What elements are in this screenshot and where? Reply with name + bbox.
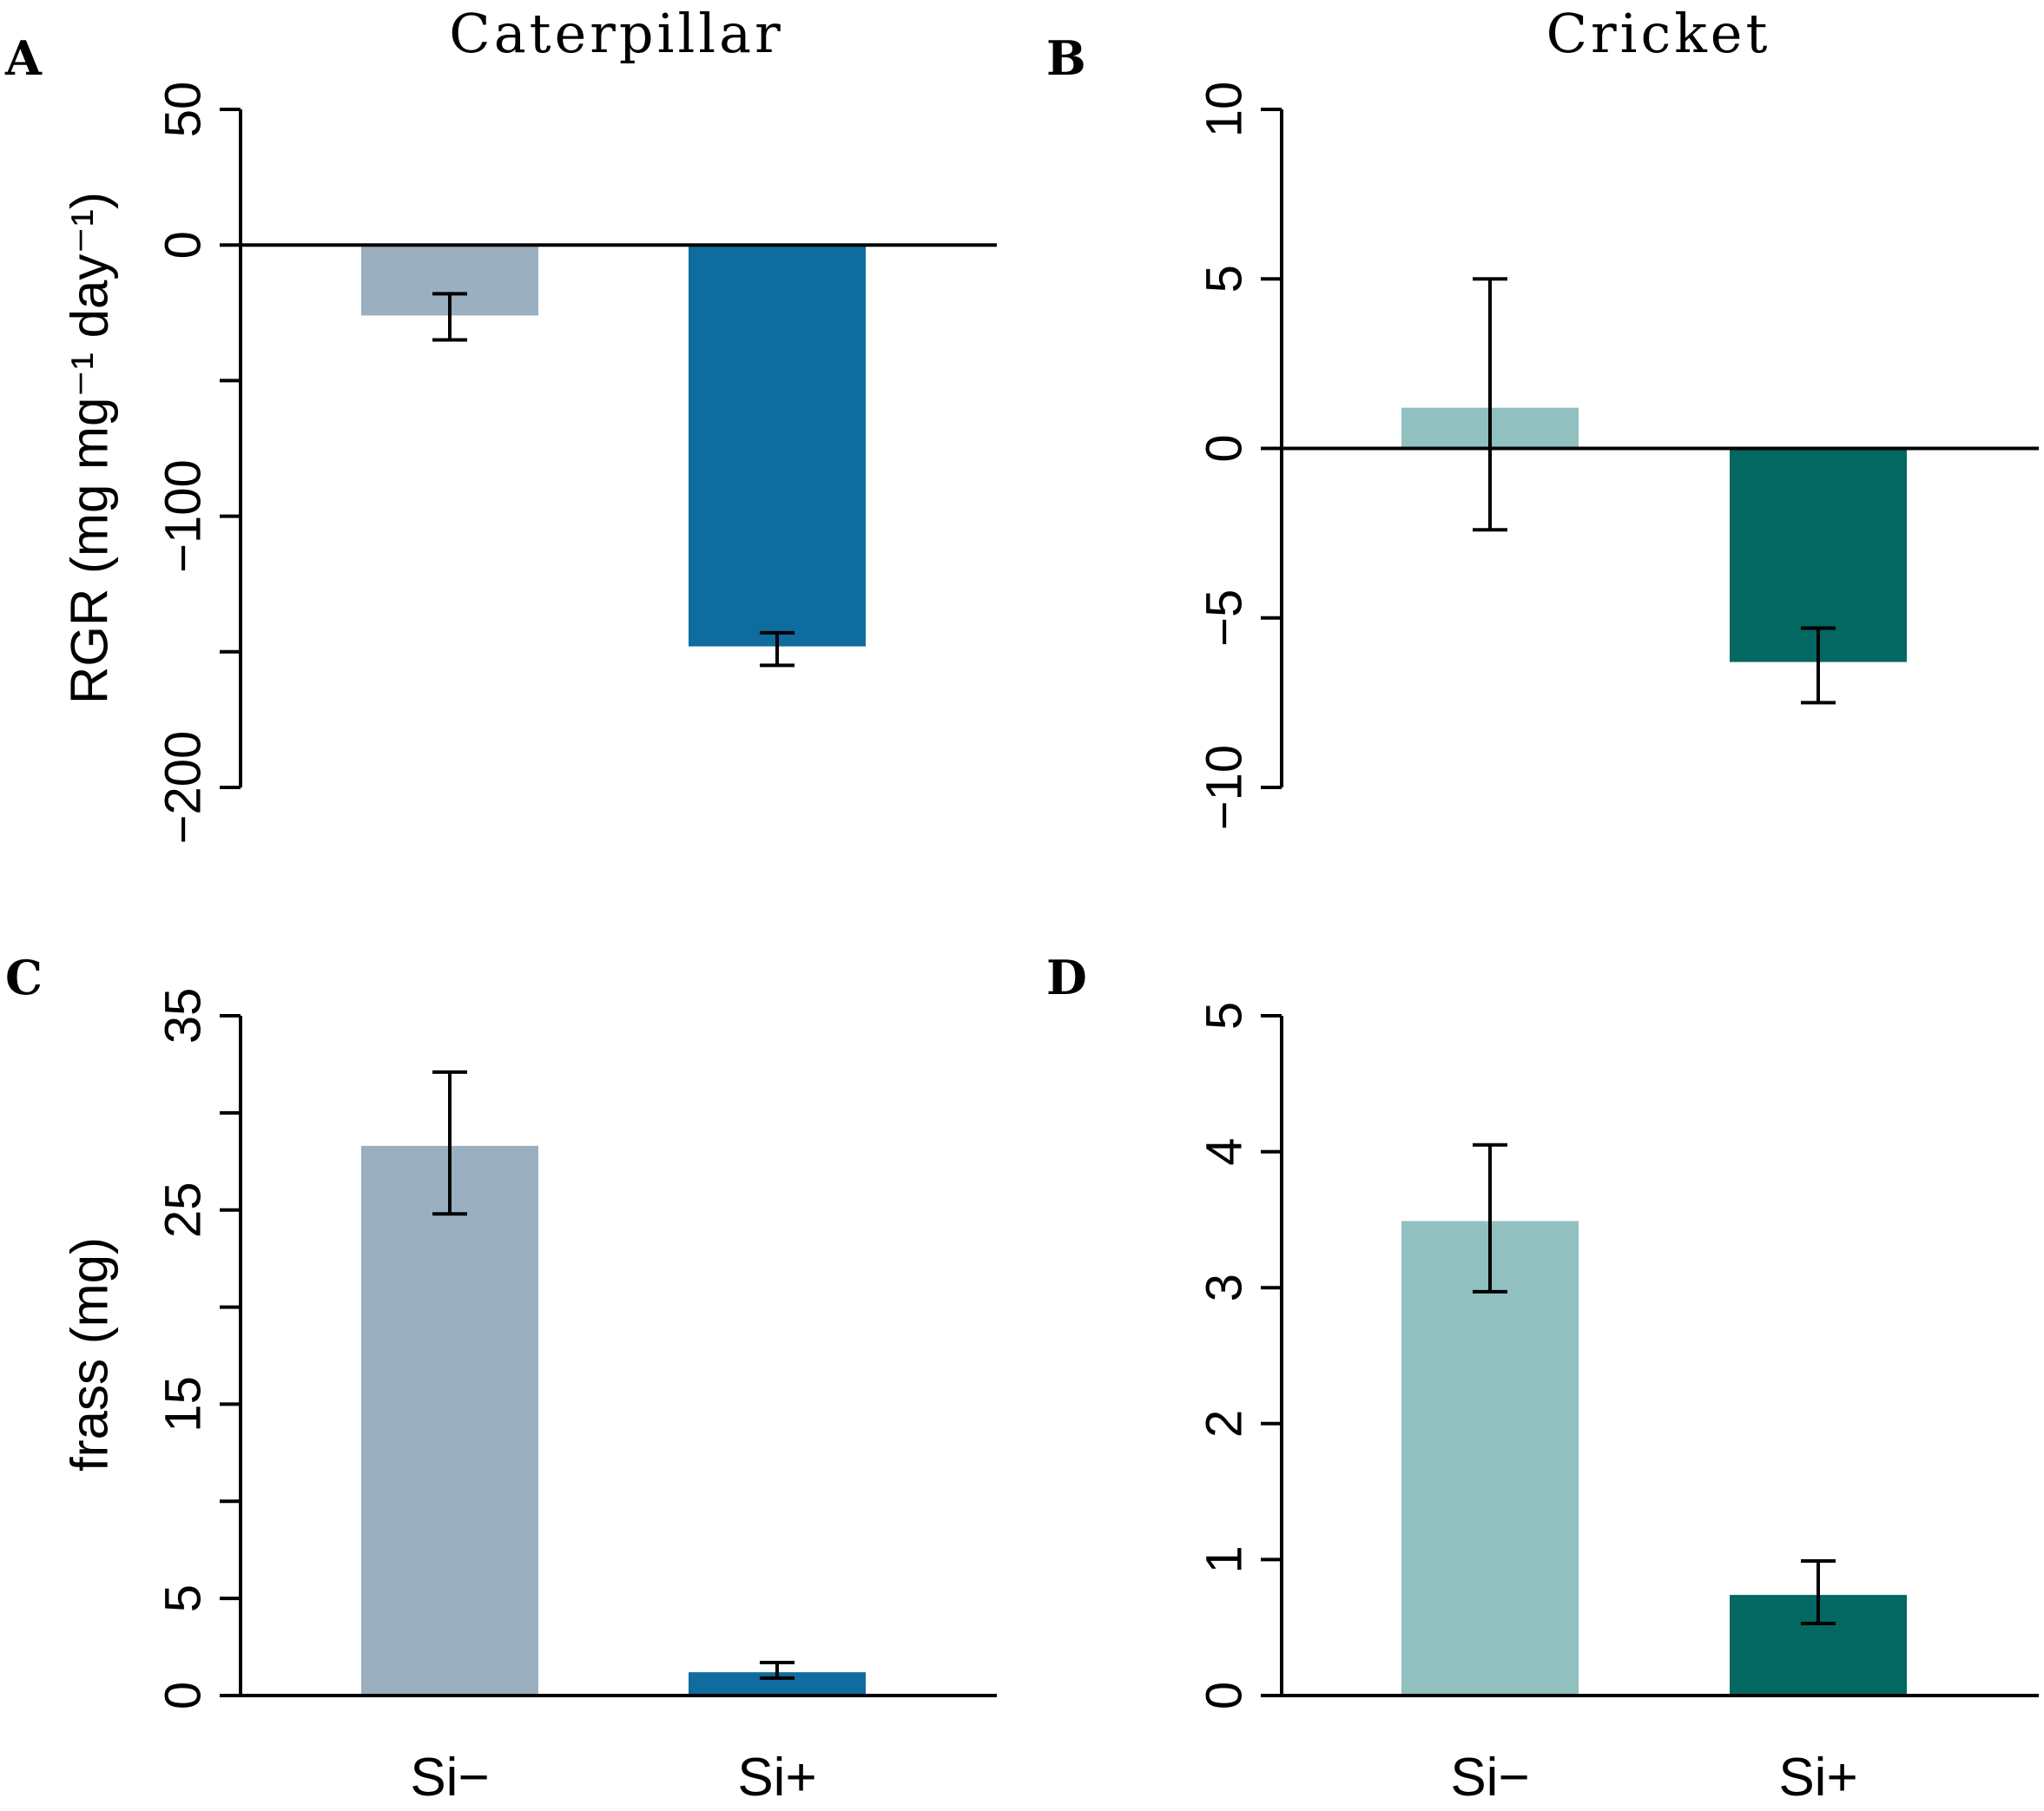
bar-si-plus [689,245,866,647]
error-bar-si-plus [760,630,795,668]
bar-si-minus [361,1145,538,1696]
category-label: Si− [1450,1748,1529,1808]
error-bar-si-minus [1473,277,1507,532]
y-tick-label: 1 [1197,1545,1253,1573]
y-tick-label: −5 [1197,589,1253,647]
panel-letter: C [5,950,43,1005]
y-tick-label: 3 [1197,1274,1253,1301]
panel-title: Cricket [1546,2,1771,65]
panel-letter: A [4,30,43,86]
y-tick-label: 0 [155,1682,212,1709]
error-bar-si-plus [760,1660,795,1680]
y-tick-label: 50 [155,82,212,138]
error-bar-si-minus [432,1070,467,1216]
y-tick-label: −200 [155,731,212,845]
error-bar-si-plus [1801,626,1836,705]
panel-letter: B [1046,30,1086,86]
error-bar-si-minus [1473,1143,1507,1294]
y-tick-label: 5 [1197,265,1253,293]
y-tick-label: 5 [155,1584,212,1612]
y-tick-label: 0 [1197,434,1253,462]
y-tick-label: −10 [1197,745,1253,830]
panel-c: C 35 25 15 5 0 frass (mg) Si− Si+ [5,950,997,1808]
error-bar-si-plus [1801,1558,1836,1626]
panel-a: A Caterpillar 50 0 −100 −200 RGR (mg mg⁻¹ day⁻… [4,2,997,844]
bar-si-minus [1401,1221,1579,1696]
y-tick-label: 15 [155,1376,212,1432]
category-label: Si+ [1778,1748,1857,1808]
y-tick-label: 0 [1197,1682,1253,1709]
y-tick-label: 35 [155,988,212,1044]
panel-title: Caterpillar [449,2,783,65]
category-label: Si− [410,1748,489,1808]
y-axis-title: RGR (mg mg⁻¹ day⁻¹) [61,192,119,704]
y-tick-label: 2 [1197,1410,1253,1438]
y-tick-label: 4 [1197,1137,1253,1165]
error-bar-si-minus [432,292,467,342]
category-label: Si+ [737,1748,816,1808]
y-tick-label: 5 [1197,1002,1253,1030]
y-tick-label: 25 [155,1182,212,1238]
y-axis-title: frass (mg) [61,1237,119,1472]
y-tick-label: 10 [1197,82,1253,138]
y-tick-label: 0 [155,231,212,259]
panel-letter: D [1046,950,1087,1005]
panel-d: D 5 4 3 2 1 0 Si− Si+ [1046,950,2039,1808]
panel-b: B Cricket 10 5 0 −5 −10 [1046,2,2039,830]
y-tick-label: −100 [155,459,212,573]
